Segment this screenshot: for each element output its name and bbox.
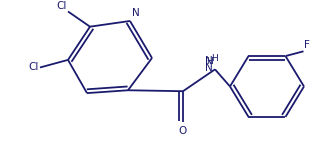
Text: N: N	[132, 8, 140, 18]
Text: F: F	[304, 40, 310, 50]
Text: H: H	[206, 57, 213, 66]
Text: Cl: Cl	[57, 1, 67, 11]
Text: N: N	[205, 56, 213, 66]
Text: O: O	[179, 126, 187, 136]
Text: H: H	[211, 54, 218, 63]
Text: N: N	[205, 63, 213, 73]
Text: Cl: Cl	[29, 63, 39, 72]
